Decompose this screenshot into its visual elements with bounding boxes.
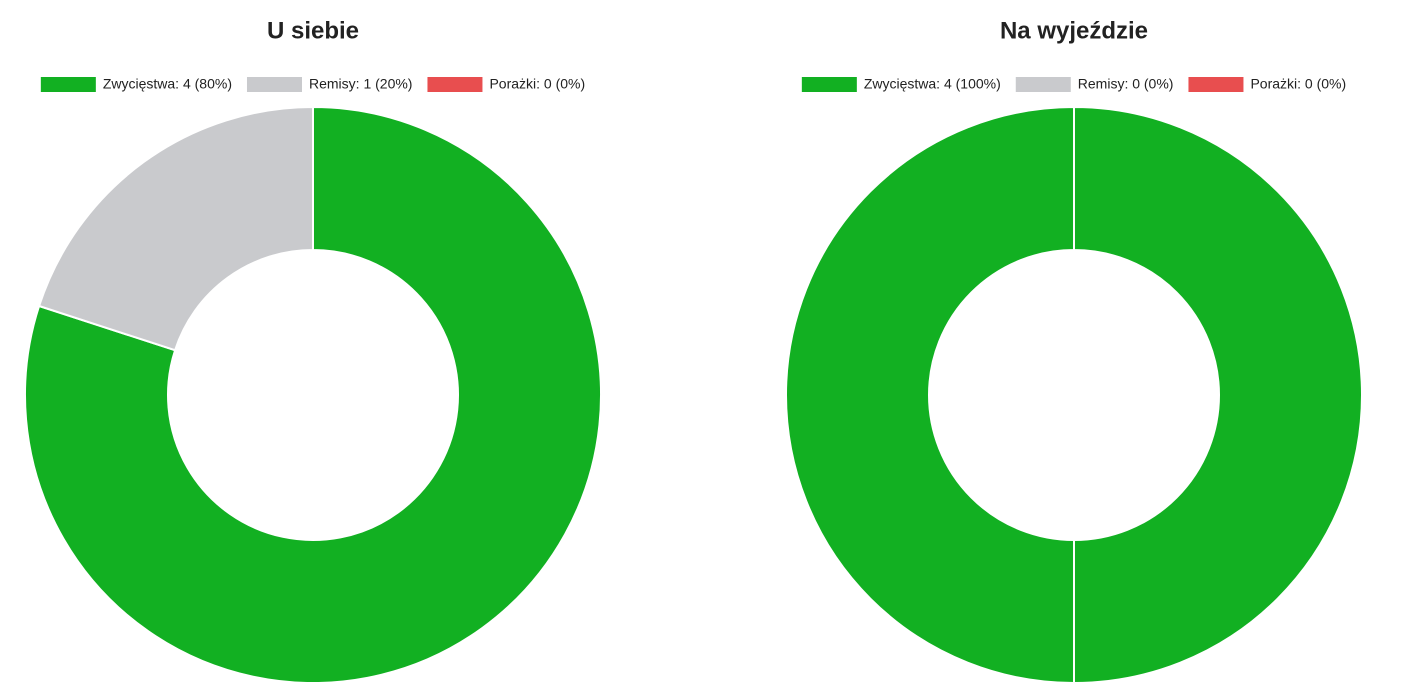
chart-title: U siebie <box>267 17 359 44</box>
donut-slice <box>24 105 602 682</box>
legend-label: Remisy: 0 (0%) <box>1078 76 1174 92</box>
legend-label: Porażki: 0 (0%) <box>1250 76 1346 92</box>
legend-label: Porażki: 0 (0%) <box>489 76 585 92</box>
legend: Zwycięstwa: 4 (100%) Remisy: 0 (0%) Porażk… <box>801 76 1346 92</box>
legend-swatch <box>1015 77 1071 92</box>
legend-swatch <box>246 77 302 92</box>
donut-slice <box>785 105 1363 682</box>
legend-swatch <box>40 77 96 92</box>
legend: Zwycięstwa: 4 (80%) Remisy: 1 (20%) Porażk… <box>40 76 585 92</box>
legend-swatch <box>801 77 857 92</box>
chart-title: Na wyjeździe <box>1000 17 1148 44</box>
legend-swatch <box>427 77 483 92</box>
legend-swatch <box>1188 77 1244 92</box>
legend-label: Zwycięstwa: 4 (100%) <box>864 76 1001 92</box>
legend-label: Remisy: 1 (20%) <box>309 76 412 92</box>
legend-label: Zwycięstwa: 4 (80%) <box>103 76 232 92</box>
donut-slice <box>37 105 314 352</box>
